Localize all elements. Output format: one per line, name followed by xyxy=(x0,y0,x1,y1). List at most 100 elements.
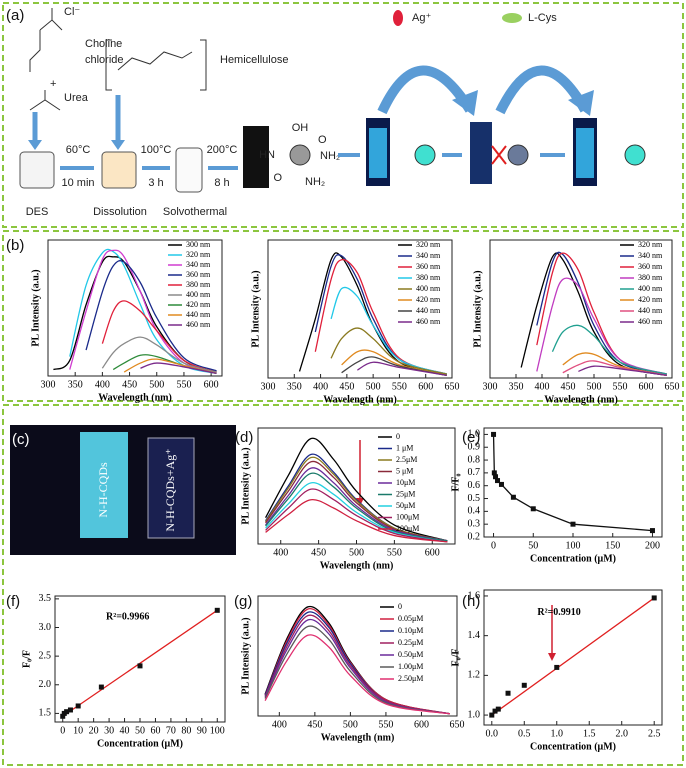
cqd xyxy=(414,144,436,166)
x-tick-label: 150 xyxy=(605,540,620,551)
reactor xyxy=(175,147,203,193)
point xyxy=(530,506,536,512)
point xyxy=(489,712,495,718)
x-tick-label: 0.0 xyxy=(486,728,499,739)
panel-label: (c) xyxy=(12,431,30,448)
curve xyxy=(69,249,217,373)
point xyxy=(98,684,104,690)
x-tick-label: 450 xyxy=(311,547,326,558)
curve xyxy=(265,488,448,543)
y-tick-label: 0.3 xyxy=(468,518,481,529)
x-tick-label: 10 xyxy=(73,725,83,736)
x-tick-label: 300 xyxy=(261,381,276,392)
y-tick-label: 0.2 xyxy=(468,531,481,542)
panel-label: (f) xyxy=(6,593,20,610)
x-tick-label: 50 xyxy=(528,540,538,551)
curve xyxy=(520,252,667,377)
y-tick-label: 1.5 xyxy=(39,708,52,719)
legend-label: 320 nm xyxy=(416,240,441,249)
legend-label: 460 nm xyxy=(638,317,663,326)
y-tick-label: 1.4 xyxy=(468,630,481,641)
x-tick-label: 550 xyxy=(392,381,407,392)
y-tick-label: 0.5 xyxy=(468,493,481,504)
legend-label: 380 nm xyxy=(186,280,211,289)
point xyxy=(510,494,516,500)
x-tick-label: 90 xyxy=(197,725,207,736)
cuvette-glow xyxy=(80,432,128,538)
curve xyxy=(330,327,447,375)
scheme: (a) Cl⁻ Choline chloride + Urea Hemicell… xyxy=(6,6,646,218)
point xyxy=(505,690,511,696)
legend-label: 1.00μM xyxy=(398,662,423,671)
legend-label: 360 nm xyxy=(186,270,211,279)
x-tick-label: 500 xyxy=(349,547,364,558)
point xyxy=(521,682,527,688)
legend-label: 2.5μM xyxy=(396,455,417,464)
fit-line xyxy=(62,609,218,717)
x-tick-label: 30 xyxy=(104,725,114,736)
curve xyxy=(101,336,217,373)
x-tick-label: 450 xyxy=(307,719,322,730)
photo: (c) N-H-CQDs N-H-CQDs+Ag⁺ xyxy=(10,425,236,555)
legend-label: 420 nm xyxy=(416,295,441,304)
label: 10 min xyxy=(61,177,94,189)
annotation: R²=0.9910 xyxy=(537,607,580,618)
legend-label: 2.50μM xyxy=(398,674,423,683)
x-tick-label: 400 xyxy=(95,379,110,390)
panel-cdefgh-frame xyxy=(2,404,684,766)
x-tick-label: 300 xyxy=(41,379,56,390)
cross xyxy=(491,145,507,165)
x-tick-label: 2.0 xyxy=(615,728,628,739)
x-tick-label: 0 xyxy=(60,725,65,736)
hemicellulose-structure xyxy=(105,39,207,91)
y-tick-label: 0.9 xyxy=(468,442,481,453)
fit-line xyxy=(491,597,655,716)
plus: + xyxy=(50,78,56,90)
panel-label: (g) xyxy=(234,593,252,610)
x-tick-label: 40 xyxy=(120,725,130,736)
legend-label: 300 nm xyxy=(186,240,211,249)
plot-frame xyxy=(257,595,458,717)
trend-arrowhead xyxy=(356,498,556,661)
x-tick-label: 1.5 xyxy=(583,728,596,739)
x-tick-label: 100 xyxy=(210,725,225,736)
photo-label: N-H-CQDs xyxy=(96,462,110,518)
x-tick-label: 650 xyxy=(450,719,465,730)
point xyxy=(214,607,220,613)
curve xyxy=(314,258,447,375)
legend-label: 440 nm xyxy=(416,306,441,315)
curve xyxy=(85,260,217,372)
x-tick-label: 0.5 xyxy=(518,728,531,739)
x-tick-label: 300 xyxy=(483,381,498,392)
plot-frame xyxy=(47,239,223,377)
ag-icon xyxy=(393,10,403,26)
curve xyxy=(330,286,447,375)
x-tick-label: 450 xyxy=(122,379,137,390)
y-tick-label: 1.0 xyxy=(468,429,481,440)
group: NH₂ xyxy=(320,150,340,162)
x-tick-label: 70 xyxy=(166,725,176,736)
y-tick-label: 0.8 xyxy=(468,454,481,465)
label: 3 h xyxy=(148,177,163,189)
x-tick-label: 550 xyxy=(613,381,628,392)
point xyxy=(64,709,70,715)
x-tick-label: 1.0 xyxy=(551,728,564,739)
point xyxy=(554,664,560,670)
legend-label: 340 nm xyxy=(638,251,663,260)
lcys-icon xyxy=(502,13,522,23)
label: 100°C xyxy=(141,144,172,156)
x-tick-label: 500 xyxy=(587,381,602,392)
x-tick-label: 200 xyxy=(645,540,660,551)
legend-label: 360 nm xyxy=(416,262,441,271)
point xyxy=(491,470,497,476)
trend-arrow xyxy=(359,440,553,655)
legend-label: 420 nm xyxy=(186,300,211,309)
legend-label: 0 xyxy=(398,602,402,611)
curve xyxy=(265,467,448,542)
y-tick-label: 3.0 xyxy=(39,622,52,633)
point xyxy=(495,706,501,712)
x-tick-label: 100 xyxy=(566,540,581,551)
x-tick-label: 500 xyxy=(366,381,381,392)
y-tick-label: 0.7 xyxy=(468,467,481,478)
